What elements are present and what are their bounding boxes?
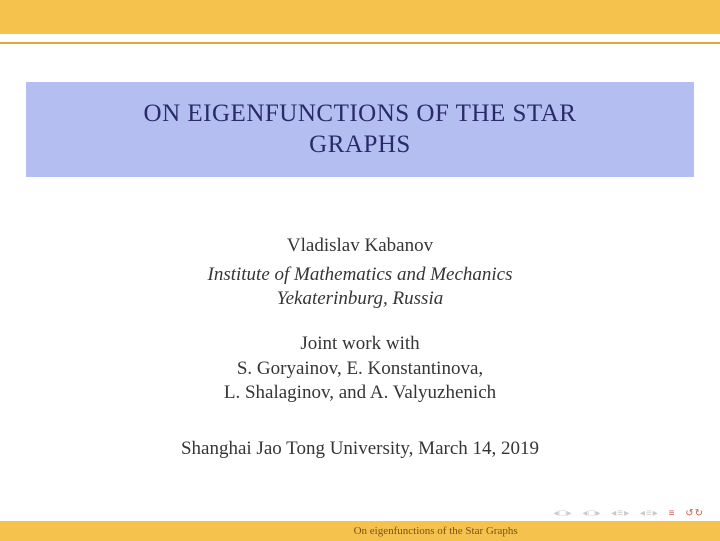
title-line-2: GRAPHS [309,131,411,158]
joint-work: Joint work with S. Goryainov, E. Konstan… [0,332,720,406]
footer-left-spacer [0,521,346,541]
venue-date: Shanghai Jao Tong University, March 14, … [0,438,720,460]
nav-section[interactable]: ◂≡▸ [611,508,634,519]
title-block: ON EIGENFUNCTIONS OF THE STAR GRAPHS [26,82,694,177]
nav-subsection[interactable]: ◂□▸ [582,508,605,519]
nav-app-icon: ≡ [646,508,653,519]
nav-app-fwd-icon[interactable]: ▸ [653,508,659,519]
nav-frame-icon: □ [559,508,566,519]
affiliation-line-1: Institute of Mathematics and Mechanics [208,264,513,285]
footer-short-title: On eigenfunctions of the Star Graphs [346,521,720,541]
footer: ◂□▸ ◂□▸ ◂≡▸ ◂≡▸ ≡ ↺↻ On eigenfunctions o… [0,506,720,541]
nav-frame-fwd-icon[interactable]: ▸ [567,508,573,519]
footer-bar: On eigenfunctions of the Star Graphs [0,521,720,541]
nav-sec-fwd-icon[interactable]: ▸ [624,508,630,519]
nav-undo-redo-icon[interactable]: ↺↻ [685,508,704,519]
nav-fullscreen-icon[interactable]: ≡ [669,508,676,519]
affiliation: Institute of Mathematics and Mechanics Y… [0,263,720,312]
header-bar [0,0,720,34]
joint-line-1: S. Goryainov, E. Konstantinova, [237,358,483,379]
title-line-1: ON EIGENFUNCTIONS OF THE STAR [144,100,577,127]
joint-intro: Joint work with [300,333,419,354]
slide-title: ON EIGENFUNCTIONS OF THE STAR GRAPHS [44,98,676,161]
joint-line-2: L. Shalaginov, and A. Valyuzhenich [224,382,496,403]
nav-controls: ◂□▸ ◂□▸ ◂≡▸ ◂≡▸ ≡ ↺↻ [0,506,720,521]
affiliation-line-2: Yekaterinburg, Russia [277,288,443,309]
author-name: Vladislav Kabanov [0,235,720,257]
header-shadow [0,42,720,44]
nav-frame[interactable]: ◂□▸ [553,508,576,519]
nav-sub-fwd-icon[interactable]: ▸ [595,508,601,519]
content-area: Vladislav Kabanov Institute of Mathemati… [0,235,720,460]
nav-appendix[interactable]: ◂≡▸ [640,508,663,519]
